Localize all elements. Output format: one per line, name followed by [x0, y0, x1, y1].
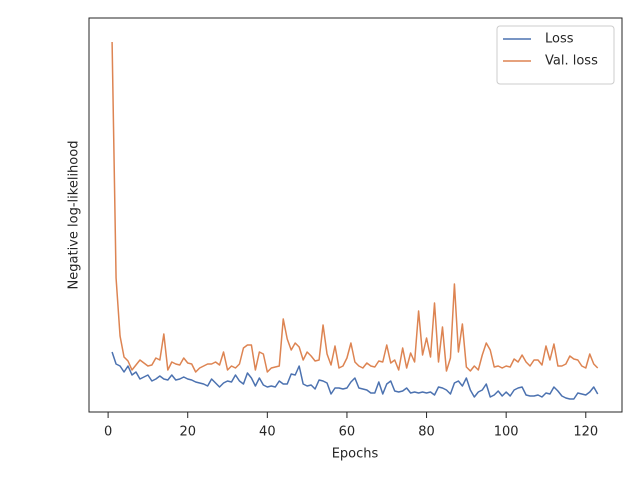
legend-label: Loss — [545, 32, 574, 47]
x-tick-label: 80 — [418, 425, 435, 440]
y-axis-label: Negative log-likelihood — [67, 141, 82, 290]
x-tick-label: 100 — [494, 425, 519, 440]
plot-frame — [88, 17, 623, 413]
series-line — [111, 351, 599, 400]
legend-label: Val. loss — [545, 54, 598, 69]
x-tick-label: 40 — [259, 425, 276, 440]
x-axis-label: Epochs — [332, 447, 379, 462]
x-tick-label: 20 — [179, 425, 196, 440]
x-tick-label: 120 — [573, 425, 598, 440]
x-tick-label: 60 — [339, 425, 356, 440]
x-tick-label: 0 — [104, 425, 112, 440]
legend-box — [496, 25, 615, 85]
series-line — [111, 41, 599, 373]
